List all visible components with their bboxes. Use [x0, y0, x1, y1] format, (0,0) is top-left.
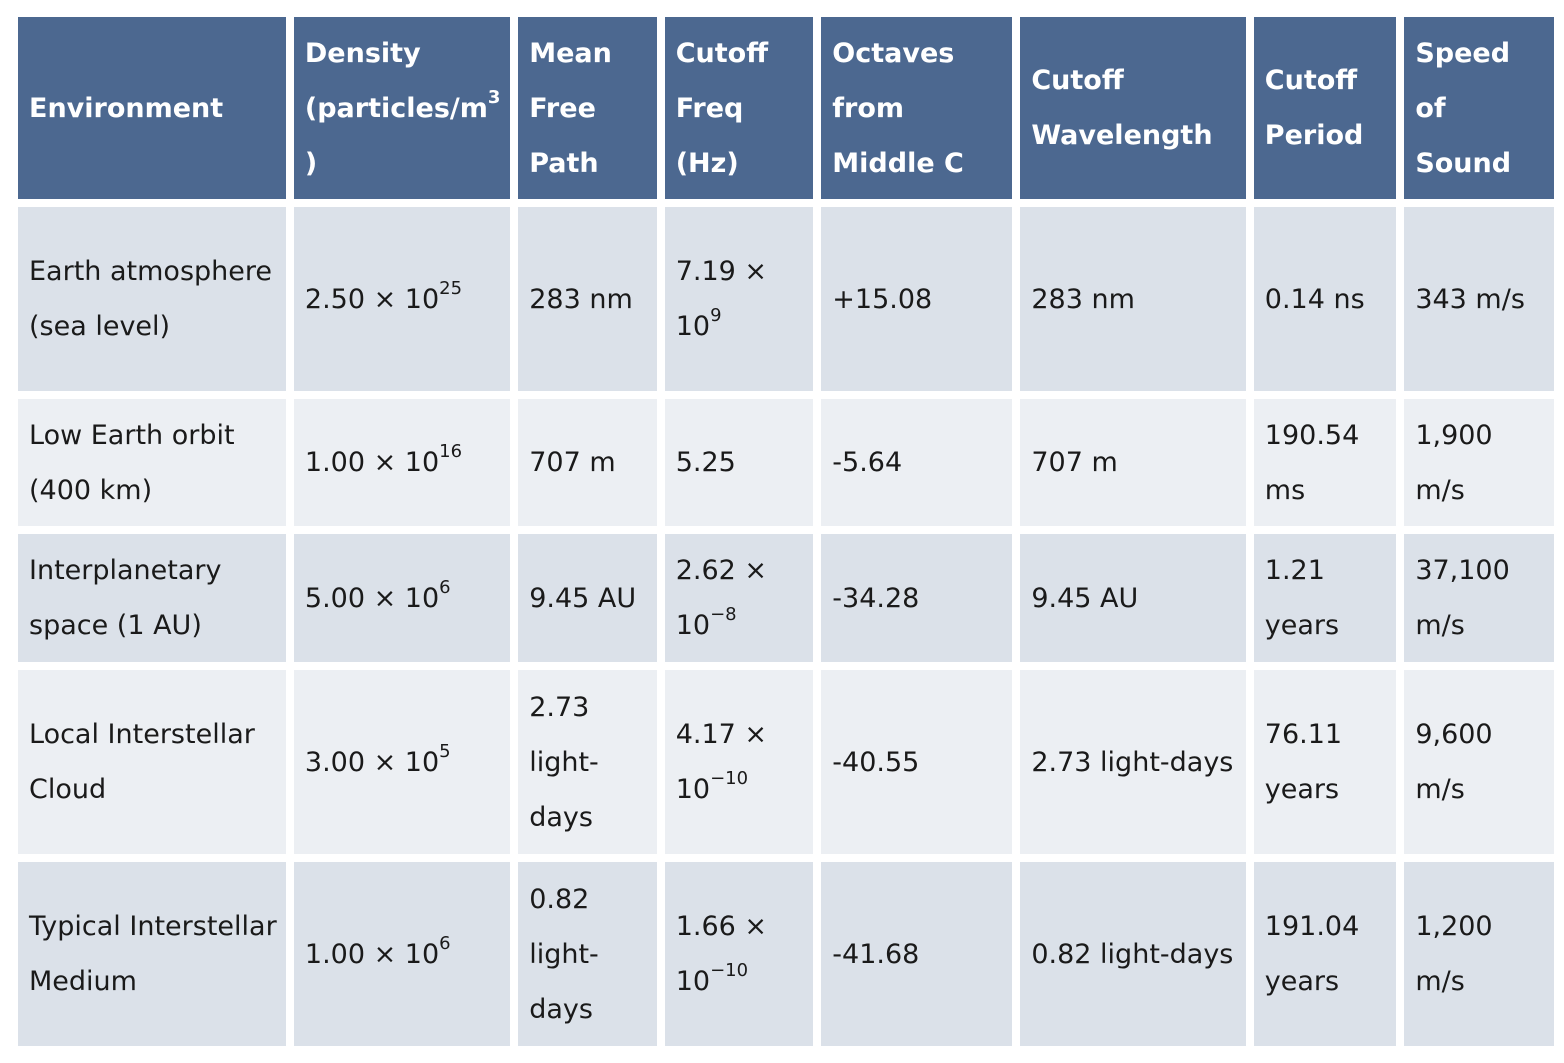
column-header: Cutoff Wavelength [1020, 17, 1246, 199]
table-cell: Local Interstellar Cloud [18, 670, 286, 854]
table-cell: 1.00 × 1016 [293, 399, 511, 526]
cell-text: 3.00 × 10 [304, 746, 440, 778]
table-cell: 0.14 ns [1253, 207, 1397, 391]
superscript: 3 [487, 86, 501, 108]
table-cell: +15.08 [821, 207, 1013, 391]
table-cell: 3.00 × 105 [293, 670, 511, 854]
superscript: 16 [439, 441, 463, 462]
column-header: Environment [18, 17, 286, 199]
column-header: Cutoff Freq (Hz) [664, 17, 814, 199]
superscript: 5 [439, 740, 451, 762]
superscript: 9 [710, 305, 722, 326]
table-cell: -41.68 [821, 862, 1013, 1046]
cell-text: ) [304, 147, 318, 179]
table-row: Typical Interstellar Medium 1.00 × 106 0.8… [18, 862, 1554, 1046]
table-cell: 1.00 × 106 [293, 862, 511, 1046]
column-header: Density (particles/m3) [293, 17, 511, 199]
table-cell: 37,100 m/s [1404, 534, 1554, 662]
table-cell: 2.73 light-days [518, 670, 657, 854]
table-cell: 2.73 light-days [1020, 670, 1246, 854]
cell-text: 2.62 × 10 [675, 555, 768, 641]
cell-text: 5.00 × 10 [304, 582, 440, 614]
table-cell: 191.04 years [1253, 862, 1397, 1046]
table-cell: 1,200 m/s [1404, 862, 1554, 1046]
column-header: Cutoff Period [1253, 17, 1397, 199]
table-cell: Low Earth orbit (400 km) [18, 399, 286, 526]
superscript: −10 [710, 768, 749, 789]
table-cell: 707 m [518, 399, 657, 526]
cell-text: 4.17 × 10 [675, 719, 768, 805]
table-cell: 343 m/s [1404, 207, 1554, 391]
table-cell: Earth atmosphere (sea level) [18, 207, 286, 391]
cell-text: 7.19 × 10 [675, 256, 768, 342]
table-cell: -40.55 [821, 670, 1013, 854]
table-cell: 4.17 × 10−10 [664, 670, 814, 854]
table-cell: 0.82 light-days [518, 862, 657, 1046]
column-header: Octaves from Middle C [821, 17, 1013, 199]
table-cell: -34.28 [821, 534, 1013, 662]
table-cell: Typical Interstellar Medium [18, 862, 286, 1046]
superscript: 6 [439, 932, 451, 954]
cell-text: 2.50 × 10 [304, 283, 440, 315]
table-cell: 5.00 × 106 [293, 534, 511, 662]
table-row: Interplanetary space (1 AU) 5.00 × 106 9.4… [18, 534, 1554, 662]
column-header: Speed of Sound [1404, 17, 1554, 199]
table-cell: Interplanetary space (1 AU) [18, 534, 286, 662]
table-row: Low Earth orbit (400 km) 1.00 × 1016 707 m… [18, 399, 1554, 526]
superscript: −10 [710, 960, 749, 981]
column-header: Mean Free Path [518, 17, 657, 199]
table-cell: 5.25 [664, 399, 814, 526]
table-cell: 9.45 AU [518, 534, 657, 662]
table-cell: 0.82 light-days [1020, 862, 1246, 1046]
cell-text: Density (particles/m [304, 37, 488, 124]
superscript: 25 [439, 277, 463, 299]
table-cell: 283 nm [518, 207, 657, 391]
table-cell: 7.19 × 109 [664, 207, 814, 391]
superscript: 6 [439, 576, 451, 598]
data-table: Environment Density (particles/m3) Mean Fr… [10, 9, 1562, 1054]
header-row: Environment Density (particles/m3) Mean Fr… [18, 17, 1554, 199]
table-cell: 2.62 × 10−8 [664, 534, 814, 662]
table-cell: -5.64 [821, 399, 1013, 526]
table-cell: 9,600 m/s [1404, 670, 1554, 854]
table-cell: 2.50 × 1025 [293, 207, 511, 391]
cell-text: 1.00 × 10 [304, 938, 440, 970]
table-row: Earth atmosphere (sea level) 2.50 × 1025 2… [18, 207, 1554, 391]
table-row: Local Interstellar Cloud 3.00 × 105 2.73 l… [18, 670, 1554, 854]
table-cell: 9.45 AU [1020, 534, 1246, 662]
table-cell: 283 nm [1020, 207, 1246, 391]
table-cell: 76.11 years [1253, 670, 1397, 854]
superscript: −8 [710, 604, 737, 625]
table-cell: 1.21 years [1253, 534, 1397, 662]
table-cell: 707 m [1020, 399, 1246, 526]
table-cell: 1,900 m/s [1404, 399, 1554, 526]
cell-text: 1.66 × 10 [675, 911, 768, 997]
table-cell: 190.54 ms [1253, 399, 1397, 526]
cell-text: 1.00 × 10 [304, 447, 440, 478]
table-cell: 1.66 × 10−10 [664, 862, 814, 1046]
